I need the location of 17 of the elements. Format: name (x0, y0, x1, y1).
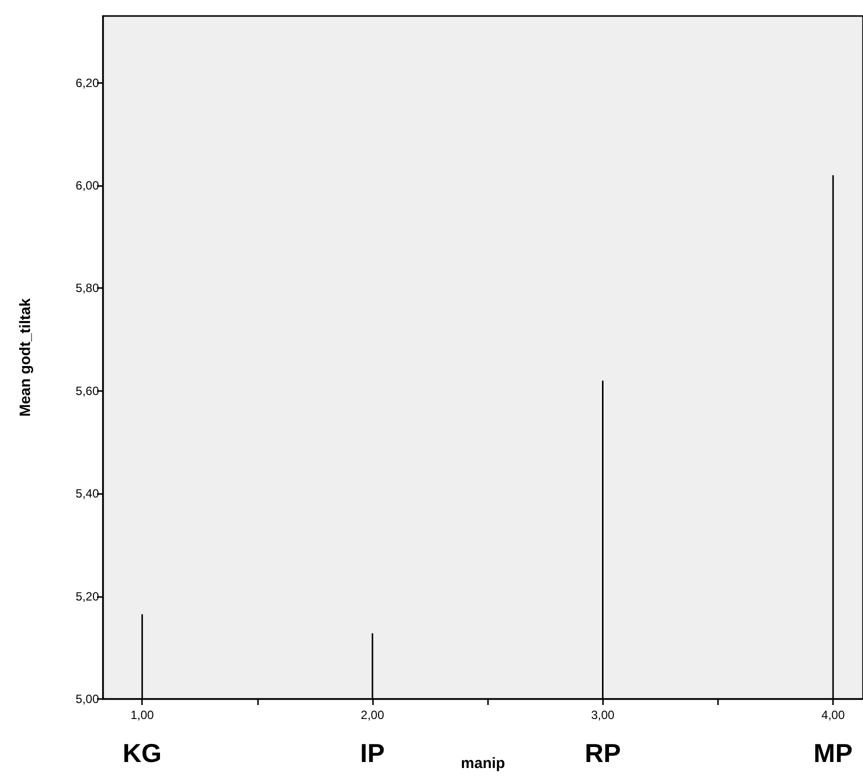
x-tick-label: 1,00 (130, 708, 154, 722)
y-tick-label: 6,20 (76, 76, 100, 90)
text: IP (360, 738, 385, 768)
y-axis-title: Mean godt_tiltak (17, 298, 34, 417)
x-tick-label: 2,00 (360, 708, 384, 722)
y-tick-label: 5,20 (76, 589, 100, 604)
x-tick-label: 3,00 (591, 708, 615, 722)
y-tick-label: 6,00 (76, 178, 100, 192)
y-tick-label: 5,00 (76, 692, 100, 706)
text: KG (122, 738, 162, 768)
x-axis-title: manip (460, 755, 506, 772)
y-tick-label: 5,60 (76, 384, 100, 398)
text: RP (584, 738, 621, 768)
text: MP (814, 738, 853, 768)
y-tick-label: 5,40 (76, 486, 100, 501)
x-tick-label: 4,00 (821, 708, 846, 722)
y-tick-label: 5,80 (76, 281, 100, 296)
